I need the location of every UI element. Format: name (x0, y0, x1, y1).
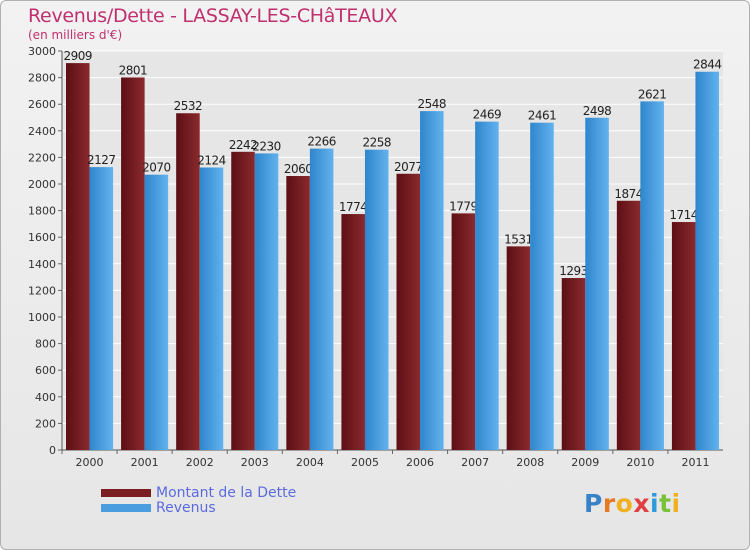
data-label-dette-2008: 1531 (504, 232, 533, 246)
data-label-revenus-2009: 2498 (583, 104, 612, 118)
x-tick-label-2005: 2005 (351, 456, 379, 469)
data-label-dette-2001: 2801 (119, 63, 148, 77)
data-label-dette-2011: 1714 (669, 208, 698, 222)
bar-dette-2002 (176, 113, 200, 450)
bar-dette-2007 (451, 213, 476, 450)
bar-revenus-2001 (144, 174, 169, 450)
y-tick-label-1400: 1400 (28, 258, 56, 271)
y-tick-label-800: 800 (35, 338, 56, 351)
y-tick-label-2400: 2400 (28, 125, 56, 138)
data-label-dette-2009: 1293 (559, 264, 588, 278)
x-tick-label-2010: 2010 (626, 456, 654, 469)
chart-subtitle: (en milliers d'€) (28, 28, 123, 42)
x-tick-label-2006: 2006 (406, 456, 434, 469)
logo-letter-1: r (602, 489, 616, 518)
bar-dette-2001 (121, 77, 145, 450)
chart-title: Revenus/Dette - LASSAY-LES-CHâTEAUX (28, 5, 398, 27)
proxiti-logo: Proxiti (584, 489, 681, 518)
data-label-dette-2000: 2909 (63, 49, 92, 63)
bar-revenus-2002 (199, 167, 224, 450)
data-label-dette-2006: 2077 (394, 160, 423, 174)
data-label-revenus-2005: 2258 (362, 136, 391, 150)
x-tick-label-2003: 2003 (241, 456, 269, 469)
data-label-revenus-2003: 2230 (252, 139, 281, 153)
logo-letter-2: o (615, 489, 634, 518)
y-tick-label-2200: 2200 (28, 151, 56, 164)
bar-dette-2010 (616, 200, 641, 450)
logo-letter-5: t (659, 489, 672, 518)
legend-swatch-revenus (101, 504, 151, 512)
bar-revenus-2009 (585, 117, 609, 451)
bar-dette-2000 (66, 63, 90, 451)
data-label-revenus-2002: 2124 (197, 154, 226, 168)
data-label-dette-2010: 1874 (614, 187, 643, 201)
data-label-revenus-2000: 2127 (87, 153, 116, 167)
data-label-dette-2004: 2060 (284, 162, 313, 176)
bar-dette-2011 (671, 222, 696, 450)
bar-dette-2005 (341, 214, 365, 450)
bar-revenus-2010 (640, 101, 664, 451)
logo-letter-3: x (633, 489, 650, 518)
bar-revenus-2006 (420, 111, 444, 450)
y-tick-label-2600: 2600 (28, 98, 56, 111)
logo-letter-0: P (584, 489, 603, 518)
legend-swatch-dette (101, 489, 151, 497)
data-label-revenus-2004: 2266 (307, 135, 336, 149)
logo-letter-4: i (650, 489, 660, 518)
data-label-revenus-2008: 2461 (528, 109, 557, 123)
data-label-dette-2005: 1774 (339, 200, 368, 214)
bar-revenus-2008 (530, 122, 554, 450)
y-tick-label-200: 200 (35, 417, 56, 430)
y-tick-label-0: 0 (49, 444, 56, 457)
y-tick-label-1600: 1600 (28, 231, 56, 244)
data-label-revenus-2001: 2070 (142, 161, 171, 175)
bar-dette-2004 (286, 176, 310, 450)
data-label-revenus-2011: 2844 (693, 58, 722, 72)
x-tick-label-2001: 2001 (131, 456, 159, 469)
data-label-revenus-2006: 2548 (418, 97, 447, 111)
x-tick-label-2008: 2008 (516, 456, 544, 469)
data-label-dette-2003: 2242 (229, 138, 258, 152)
y-tick-label-1800: 1800 (28, 205, 56, 218)
bar-revenus-2000 (89, 167, 114, 450)
x-tick-label-2004: 2004 (296, 456, 324, 469)
bar-revenus-2011 (695, 71, 719, 451)
bar-dette-2008 (506, 246, 531, 450)
x-tick-label-2011: 2011 (681, 456, 709, 469)
data-label-dette-2007: 1779 (449, 199, 478, 213)
x-tick-label-2007: 2007 (461, 456, 489, 469)
bar-dette-2006 (396, 173, 421, 450)
bar-dette-2003 (231, 151, 255, 450)
data-label-revenus-2007: 2469 (473, 108, 502, 122)
data-label-dette-2002: 2532 (174, 99, 203, 113)
y-tick-label-3000: 3000 (28, 45, 56, 58)
bar-revenus-2007 (475, 121, 499, 451)
legend-label-revenus: Revenus (156, 500, 216, 516)
y-tick-label-2800: 2800 (28, 72, 56, 85)
data-label-revenus-2010: 2621 (638, 87, 667, 101)
plot-area (62, 51, 723, 450)
bar-revenus-2004 (309, 148, 334, 450)
bar-revenus-2003 (254, 153, 279, 450)
y-tick-label-1200: 1200 (28, 284, 56, 297)
legend-label-dette: Montant de la Dette (156, 485, 297, 501)
x-tick-label-2009: 2009 (571, 456, 599, 469)
y-tick-label-600: 600 (35, 364, 56, 377)
logo-letter-6: i (671, 489, 681, 518)
bar-revenus-2005 (364, 149, 389, 450)
x-tick-label-2002: 2002 (186, 456, 214, 469)
y-tick-label-400: 400 (35, 391, 56, 404)
x-tick-label-2000: 2000 (76, 456, 104, 469)
y-tick-label-1000: 1000 (28, 311, 56, 324)
y-tick-label-2000: 2000 (28, 178, 56, 191)
bar-dette-2009 (561, 278, 586, 450)
